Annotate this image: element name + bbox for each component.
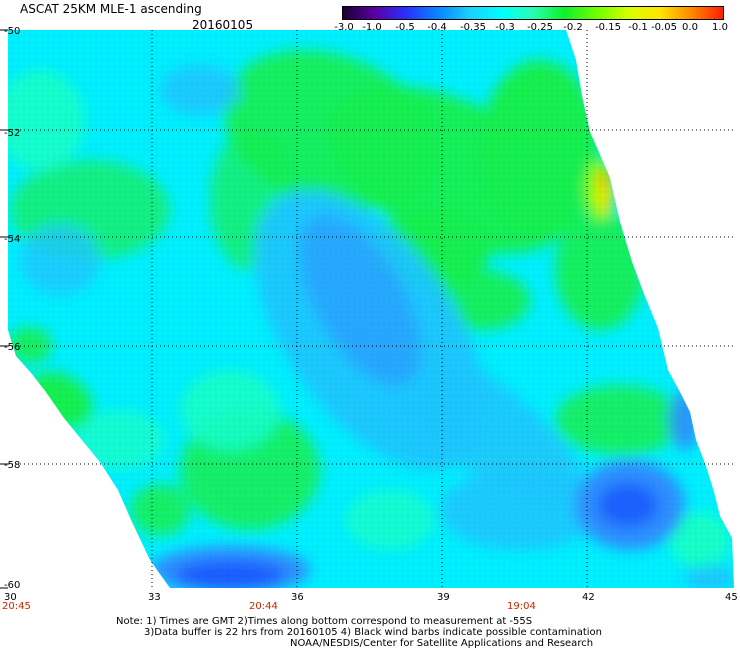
lat-label: -58 [4,460,21,471]
lat-label: -56 [4,342,21,353]
colorbar-tick: -0.35 [460,22,486,33]
time-label: 19:04 [507,601,536,612]
colorbar-tick: -0.1 [628,22,648,33]
lon-label: 36 [291,592,304,603]
lat-label: -50 [4,26,21,37]
lon-label: 30 [4,592,17,603]
colorbar-tick: -0.25 [527,22,553,33]
time-label: 20:44 [249,601,278,612]
lat-label: -52 [4,128,21,139]
colorbar-tick: -0.15 [595,22,621,33]
colorbar [342,6,724,20]
colorbar-tick: -0.4 [427,22,447,33]
colorbar-tick: 0.0 [682,22,698,33]
colorbar-tick: -0.05 [651,22,677,33]
colorbar-tick: 1.0 [712,22,728,33]
colorbar-tick: -0.5 [395,22,415,33]
colorbar-tick: -0.3 [495,22,515,33]
pixel-grid [8,30,734,588]
time-label: 20:45 [2,601,31,612]
colorbar-tick: -3.0 [334,22,354,33]
product-title: ASCAT 25KM MLE-1 ascending [20,2,202,16]
lon-label: 33 [148,592,161,603]
lat-label: -60 [4,580,21,591]
lon-label: 39 [437,592,450,603]
lon-label: 42 [582,592,595,603]
lon-label: 45 [725,592,738,603]
product-date: 20160105 [192,18,254,32]
graticule [0,29,734,589]
note-line-3: NOAA/NESDIS/Center for Satellite Applica… [290,638,594,649]
note-line-1: Note: 1) Times are GMT 2)Times along bot… [116,616,533,627]
lat-label: -54 [4,234,21,245]
colorbar-tick: -1.0 [362,22,382,33]
note-line-2: 3)Data buffer is 22 hrs from 20160105 4)… [144,627,602,638]
data-swath [8,30,734,588]
colorbar-tick: -0.2 [563,22,583,33]
